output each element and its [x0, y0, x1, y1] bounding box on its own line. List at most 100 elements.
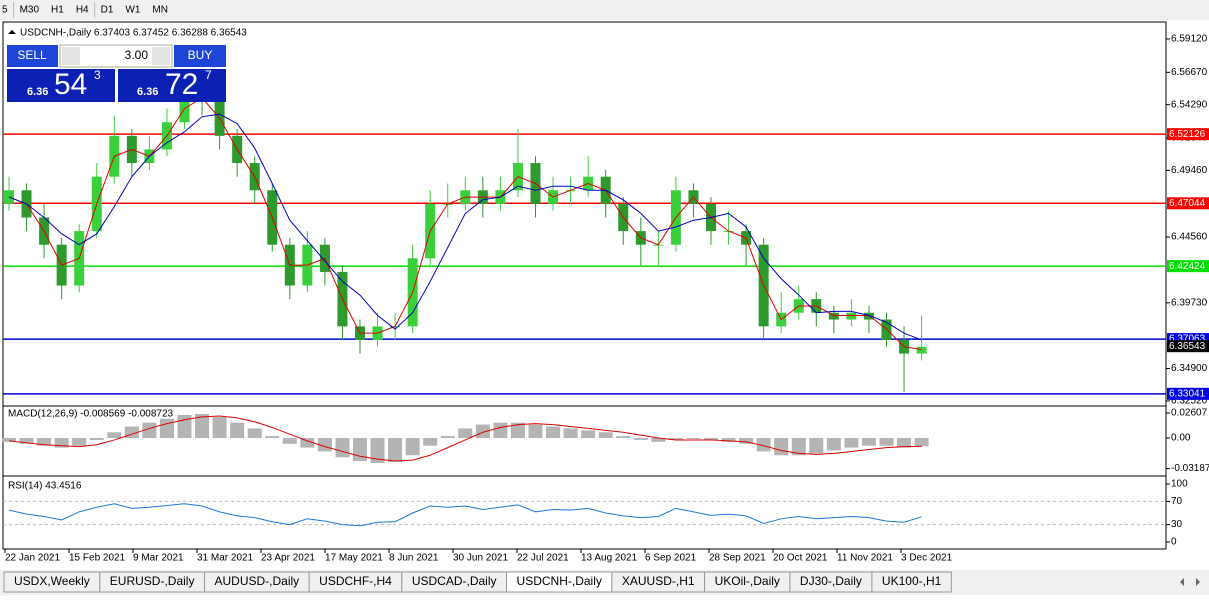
x-tick-label: 6 Sep 2021 [645, 553, 697, 564]
y-tick-label: 6.59120 [1171, 34, 1208, 45]
macd-bar [37, 438, 52, 446]
rsi-label: RSI(14) 43.4516 [8, 481, 82, 492]
macd-bar [265, 436, 280, 439]
macd-bar [423, 438, 438, 446]
macd-signal [8, 415, 922, 462]
tab-label[interactable]: USDCNH-,Daily [517, 574, 602, 588]
timeframe-button[interactable]: M30 [20, 5, 40, 16]
x-tick-label: 11 Nov 2021 [837, 553, 893, 564]
macd-label: MACD(12,26,9) -0.008569 -0.008723 [8, 409, 174, 420]
y-tick-label: 0.02607 [1171, 408, 1208, 419]
moving-average [8, 97, 922, 350]
tab-label[interactable]: EURUSD-,Daily [110, 574, 195, 588]
macd-bar [440, 436, 455, 439]
price-label-box [1167, 260, 1209, 273]
price-label: 6.52126 [1169, 129, 1206, 140]
timeframe-button[interactable]: 5 [2, 5, 8, 16]
y-tick-label: -0.031872 [1171, 463, 1209, 474]
macd-bar [72, 438, 87, 446]
x-tick-label: 22 Jul 2021 [517, 553, 569, 564]
tab-label[interactable]: XAUUSD-,H1 [622, 574, 695, 588]
macd-bar [510, 422, 525, 439]
macd-bar [195, 414, 210, 439]
macd-bar [721, 438, 736, 442]
price-label-box [1167, 387, 1209, 400]
lot-field[interactable] [59, 44, 173, 68]
y-tick-label: 70 [1171, 496, 1183, 507]
x-tick-label: 20 Oct 2021 [773, 553, 828, 564]
macd-bar [282, 438, 297, 444]
macd-bar [879, 438, 894, 446]
macd-bar [107, 432, 122, 439]
macd-bar [546, 426, 561, 439]
macd-bar [704, 438, 718, 440]
macd-bar [774, 438, 789, 456]
macd-bar [458, 428, 473, 439]
bid-box[interactable] [7, 69, 115, 102]
moving-average [8, 113, 922, 341]
tab-label[interactable]: UK100-,H1 [882, 574, 942, 588]
timeframe-button[interactable]: MN [152, 5, 168, 16]
macd-bar [212, 416, 227, 439]
macd-bar [124, 426, 139, 439]
x-tick-label: 9 Mar 2021 [133, 553, 184, 564]
bid-prefix: 6.36 [27, 86, 48, 98]
tab-label[interactable]: UKOil-,Daily [715, 574, 780, 588]
ask-big: 72 [165, 68, 198, 101]
x-tick-label: 31 Mar 2021 [197, 553, 254, 564]
ask-box[interactable] [118, 69, 226, 102]
macd-bar [142, 422, 157, 439]
ask-small: 7 [205, 68, 212, 82]
macd-bar [370, 438, 385, 463]
chart-frame [2, 21, 1167, 550]
lot-up[interactable] [152, 47, 170, 65]
macd-bar [493, 422, 508, 439]
y-tick-label: 6.32520 [1171, 396, 1208, 407]
tab-label[interactable]: USDCAD-,Daily [412, 574, 497, 588]
macd-bar [914, 438, 929, 447]
tab-scroll[interactable] [1180, 578, 1200, 586]
macd-bar [177, 415, 192, 439]
rsi-line [8, 503, 922, 527]
ask-prefix: 6.36 [137, 86, 158, 98]
macd-bar [598, 432, 613, 439]
timeframe-button[interactable]: H1 [51, 5, 64, 16]
price-label-box [1167, 197, 1209, 210]
timeframe-button[interactable]: D1 [101, 5, 114, 16]
macd-bar [475, 424, 490, 439]
trade-panel: SELL 3.00 BUY 6.36 54 3 6.36 72 7 [7, 44, 226, 102]
tab-label[interactable]: DJ30-,Daily [800, 574, 862, 588]
tab-label[interactable]: AUDUSD-,Daily [214, 574, 299, 588]
chart-header: USDCNH-,Daily 6.37403 6.37452 6.36288 6.… [20, 28, 247, 39]
timeframe-button[interactable]: W1 [125, 5, 140, 16]
y-tick-label: 0.00 [1171, 433, 1191, 444]
tab-label[interactable]: USDX,Weekly [14, 574, 90, 588]
lot-down[interactable] [62, 47, 80, 65]
timeframe-button[interactable]: H4 [76, 5, 89, 16]
macd-bar [791, 438, 806, 456]
macd-bar [844, 438, 859, 448]
y-tick-label: 6.56670 [1171, 67, 1208, 78]
macd-bar [89, 438, 104, 440]
x-tick-label: 28 Sep 2021 [709, 553, 766, 564]
bid-small: 3 [94, 68, 101, 82]
price-label: 6.42424 [1169, 261, 1206, 272]
y-tick-label: 30 [1171, 519, 1183, 530]
toolbar [0, 0, 1209, 20]
tab-label[interactable]: USDCHF-,H4 [319, 574, 392, 588]
macd-bar [19, 438, 34, 444]
macd-bar [897, 438, 912, 448]
collapse-icon[interactable] [8, 30, 16, 34]
price-label: 6.47044 [1169, 198, 1206, 209]
price-label-box [1167, 128, 1209, 141]
current-price-box [1167, 340, 1209, 353]
y-tick-label: 6.54290 [1171, 99, 1208, 110]
macd-bar [756, 438, 771, 452]
sell-button[interactable] [7, 45, 58, 67]
x-tick-label: 3 Dec 2021 [901, 553, 953, 564]
tab[interactable] [871, 571, 952, 593]
buy-button[interactable] [174, 45, 226, 67]
macd-bar [405, 438, 420, 456]
macd-bar [563, 428, 578, 439]
